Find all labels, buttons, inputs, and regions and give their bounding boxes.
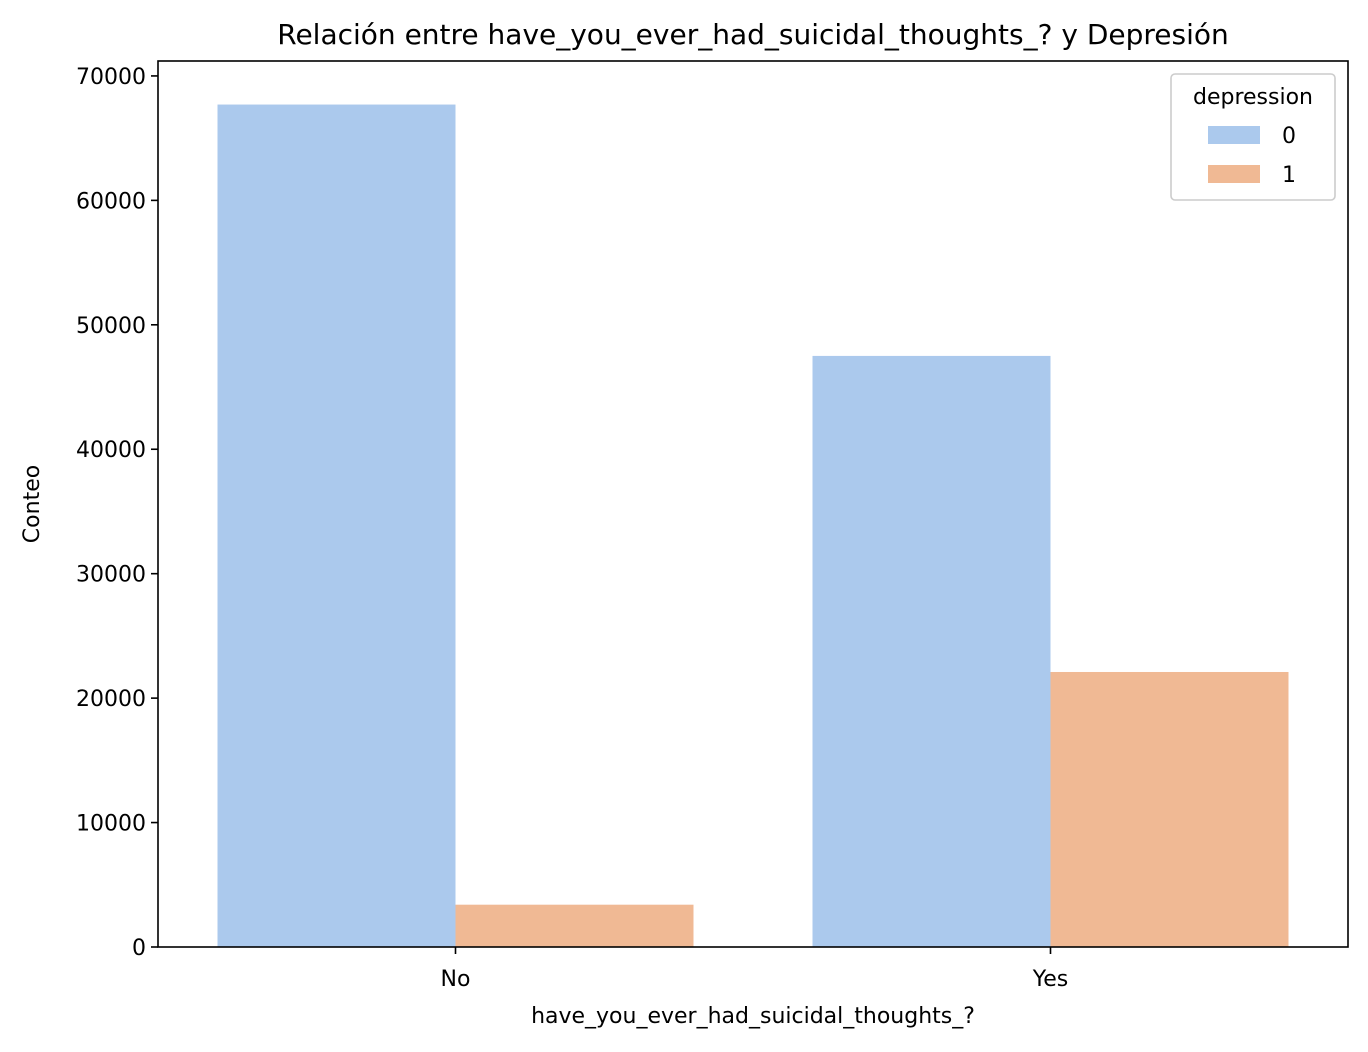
y-tick-label: 70000	[76, 65, 146, 90]
bar-yes-series-1	[1050, 671, 1289, 947]
y-axis-ticks: 0 10000 20000 30000 40000 50000 60000 70000	[76, 65, 158, 961]
legend-label-1: 1	[1282, 163, 1296, 188]
y-tick-label: 40000	[76, 438, 146, 463]
y-tick-label: 50000	[76, 314, 146, 339]
bar-yes-series-0	[812, 355, 1051, 947]
legend-title: depression	[1193, 85, 1313, 110]
legend: depression 0 1	[1170, 73, 1336, 201]
chart-title: Relación entre have_you_ever_had_suicida…	[277, 18, 1229, 51]
y-tick-label: 60000	[76, 189, 146, 214]
x-axis-ticks: No Yes	[441, 947, 1069, 992]
y-axis-label: Conteo	[20, 465, 45, 543]
bar-no-series-0	[217, 104, 456, 948]
bar-no-series-1	[455, 904, 694, 947]
legend-label-0: 0	[1282, 124, 1296, 149]
legend-swatch-0	[1208, 126, 1260, 144]
plot-frame	[157, 60, 1349, 948]
x-tick-label: No	[441, 967, 471, 992]
bars-group	[217, 104, 1289, 948]
legend-swatch-1	[1208, 165, 1260, 183]
y-tick-label: 30000	[76, 563, 146, 588]
x-axis-label: have_you_ever_had_suicidal_thoughts_?	[531, 1004, 975, 1029]
x-tick-label: Yes	[1032, 967, 1069, 992]
y-tick-label: 0	[132, 936, 146, 961]
y-tick-label: 10000	[76, 812, 146, 837]
y-tick-label: 20000	[76, 687, 146, 712]
